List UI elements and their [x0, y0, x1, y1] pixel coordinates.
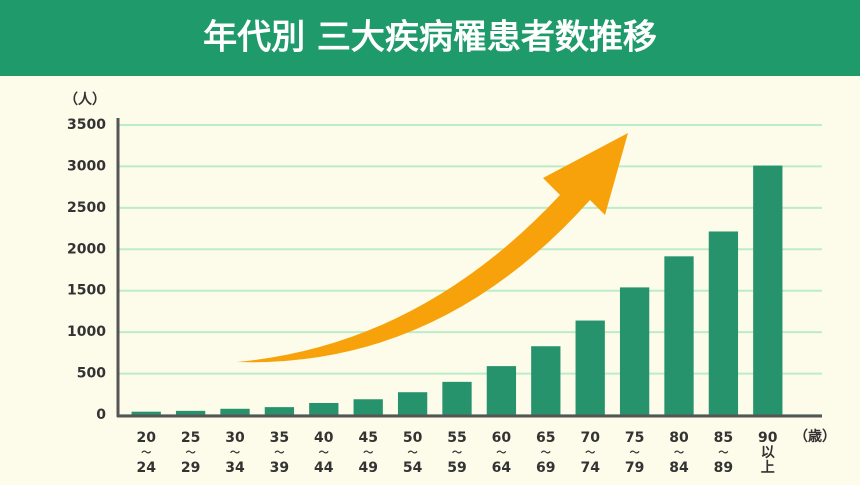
x-tick-line: 〜 [186, 448, 196, 459]
x-tick-line: 以 [761, 445, 775, 461]
x-tick-line: 34 [225, 460, 245, 476]
y-tick-label: 2000 [67, 241, 106, 257]
x-tick-line: 〜 [630, 448, 640, 459]
x-tick-line: 89 [714, 460, 733, 476]
x-tick-line: 〜 [363, 448, 373, 459]
x-tick-line: 20 [136, 430, 156, 446]
x-tick-label: 60 〜 64 [492, 430, 512, 476]
y-unit: （人） [64, 91, 106, 108]
x-tick-line: 〜 [408, 448, 418, 459]
x-tick-line: 90 [758, 430, 778, 446]
bar [309, 402, 339, 415]
title-banner [0, 0, 860, 76]
x-tick-line: 35 [270, 430, 289, 446]
y-tick-label: 1500 [67, 283, 106, 299]
x-tick-line: 54 [403, 460, 423, 476]
x-tick-line: 49 [358, 460, 377, 476]
x-tick-line: 50 [403, 430, 423, 446]
y-tick-label: 500 [77, 366, 106, 382]
x-tick-label: 70 〜 74 [580, 430, 600, 476]
x-tick-label: 50 〜 54 [403, 430, 423, 476]
x-tick-label: 35 〜 39 [270, 430, 289, 476]
y-tick-label: 3500 [67, 117, 106, 133]
bar [175, 410, 206, 415]
bar [220, 408, 250, 415]
y-tick-label: 1000 [67, 324, 106, 340]
x-tick-line: 65 [536, 430, 555, 446]
bar [619, 287, 650, 415]
x-tick-line: 29 [181, 460, 200, 476]
x-tick-line: 〜 [274, 448, 284, 459]
x-tick-line: 64 [492, 460, 512, 476]
x-tick-line: 74 [580, 460, 600, 476]
bar [753, 165, 783, 415]
x-tick-line: 〜 [452, 448, 462, 459]
x-tick-line: 〜 [141, 448, 151, 459]
x-tick-line: 〜 [718, 448, 728, 459]
bar [397, 392, 428, 415]
x-tick-label: 65 〜 69 [536, 430, 555, 476]
x-tick-line: 44 [314, 460, 334, 476]
x-tick-line: 〜 [674, 448, 684, 459]
x-tick-line: 〜 [230, 448, 240, 459]
bar [486, 366, 517, 415]
x-tick-line: 25 [181, 430, 200, 446]
x-tick-label: 80 〜 84 [669, 430, 689, 476]
bar [353, 399, 383, 415]
x-tick-line: 59 [447, 460, 466, 476]
y-tick-label: 3000 [67, 158, 106, 174]
x-tick-line: 〜 [585, 448, 595, 459]
bars [131, 165, 783, 415]
x-tick-label: 30 〜 34 [225, 430, 245, 476]
x-tick-label: 55 〜 59 [447, 430, 466, 476]
x-tick-line: 75 [625, 430, 644, 446]
x-tick-label: 40 〜 44 [314, 430, 334, 476]
bar [575, 320, 605, 415]
bar [131, 411, 161, 415]
bar [442, 381, 472, 415]
x-tick-label: 45 〜 49 [358, 430, 377, 476]
bar [708, 231, 739, 415]
x-unit: （歳） [794, 428, 836, 445]
x-tick-label: 75 〜 79 [625, 430, 644, 476]
x-tick-line: 上 [761, 460, 775, 476]
x-tick-line: 〜 [496, 448, 506, 459]
bar [664, 256, 694, 415]
y-tick-label: 2500 [67, 200, 106, 216]
x-tick-line: 30 [225, 430, 245, 446]
x-tick-line: 85 [714, 430, 733, 446]
x-tick-label: 25 〜 29 [181, 430, 200, 476]
x-tick-line: 70 [580, 430, 600, 446]
x-tick-line: 84 [669, 460, 689, 476]
x-tick-line: 55 [447, 430, 466, 446]
x-tick-label: 20 〜 24 [136, 430, 156, 476]
x-tick-line: 80 [669, 430, 689, 446]
x-tick-line: 〜 [541, 448, 551, 459]
grid [118, 124, 822, 416]
bar [531, 346, 561, 415]
y-tick-label: 0 [96, 407, 106, 423]
trend-arrow [237, 133, 628, 363]
x-tick-line: 60 [492, 430, 512, 446]
bar [264, 407, 295, 415]
x-tick-label: 85 〜 89 [714, 430, 733, 476]
x-tick-line: 69 [536, 460, 555, 476]
x-tick-line: 40 [314, 430, 334, 446]
x-tick-label: 90 以上 [758, 430, 778, 476]
x-tick-line: 45 [358, 430, 377, 446]
x-tick-line: 〜 [319, 448, 329, 459]
x-tick-line: 24 [136, 460, 156, 476]
x-tick-line: 79 [625, 460, 644, 476]
chart-title: 年代別 三大疾病罹患者数推移 [203, 18, 657, 58]
x-tick-line: 39 [270, 460, 289, 476]
